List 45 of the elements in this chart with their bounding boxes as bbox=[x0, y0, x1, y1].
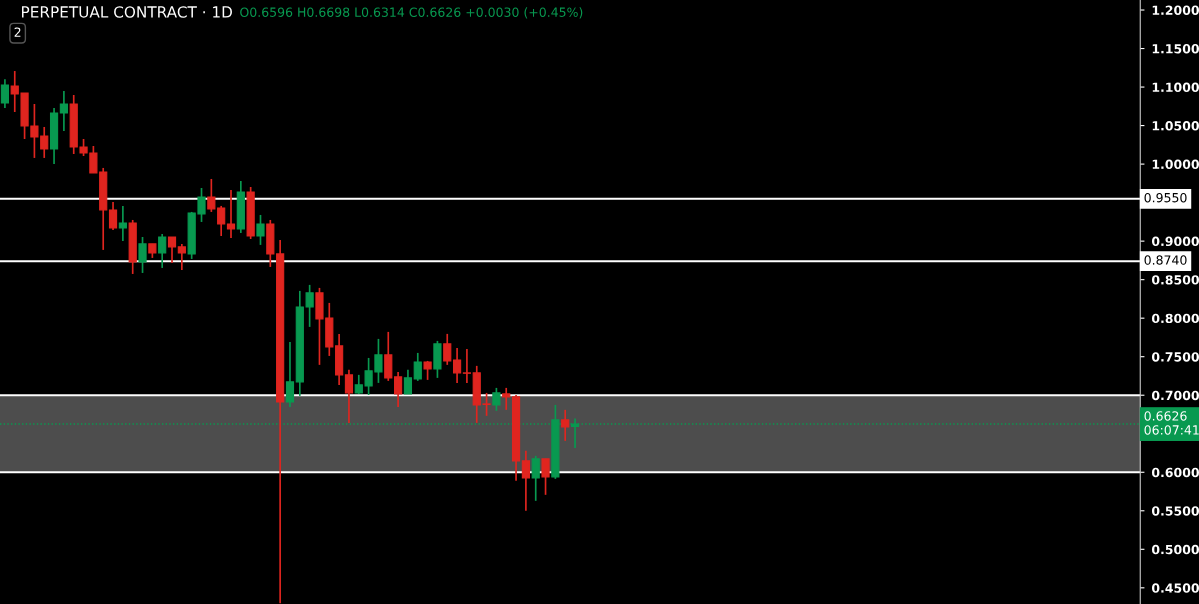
candlestick bbox=[394, 371, 403, 408]
candlestick bbox=[462, 348, 472, 384]
y-tick-label: 0.6000 bbox=[1151, 467, 1199, 478]
candlestick bbox=[384, 331, 393, 382]
candlestick bbox=[452, 347, 462, 384]
y-tick-label: 0.8500 bbox=[1151, 275, 1199, 285]
candlestick bbox=[226, 189, 236, 239]
candlestick bbox=[541, 458, 550, 496]
ref-line-label: 0.6626 06:07:41 bbox=[1144, 411, 1199, 435]
y-tick-label: 0.5000 bbox=[1151, 544, 1199, 555]
candlestick bbox=[256, 214, 265, 246]
y-tick-label: 0.8000 bbox=[1151, 313, 1199, 324]
candlestick bbox=[167, 236, 177, 264]
ref-line-label: 0.8740 bbox=[1144, 255, 1187, 265]
text: O0.6596 H0.6698 L0.6314 C0.6626 +0.0030 (+0.45%) bbox=[240, 7, 583, 19]
candlestick bbox=[118, 205, 127, 242]
candlestick bbox=[177, 243, 186, 271]
candlestick bbox=[108, 201, 118, 231]
candlestick bbox=[0, 78, 10, 109]
y-tick-label: 0.4500 bbox=[1151, 583, 1199, 593]
chart-title: PERPETUAL CONTRACT · 1D bbox=[22, 6, 232, 18]
candlestick bbox=[502, 387, 511, 411]
y-tick-label: 0.7000 bbox=[1151, 390, 1199, 401]
y-tick-label: 1.1500 bbox=[1152, 44, 1199, 54]
y-tick-label: 0.7500 bbox=[1151, 352, 1199, 362]
y-tick-label: 0.5500 bbox=[1151, 506, 1199, 516]
y-tick-label: 0.9000 bbox=[1151, 236, 1199, 247]
candlestick bbox=[158, 233, 167, 269]
y-tick-label: 1.1000 bbox=[1152, 82, 1199, 92]
candlestick bbox=[138, 236, 147, 274]
y-tick-label: 1.0500 bbox=[1152, 121, 1199, 131]
y-tick-label: 1.0000 bbox=[1152, 159, 1199, 170]
candlestick bbox=[344, 369, 354, 424]
annotation: 2 bbox=[14, 27, 21, 37]
candlestick bbox=[443, 333, 452, 366]
candlestick bbox=[413, 352, 422, 382]
candlestick bbox=[492, 387, 501, 412]
candlestick bbox=[531, 455, 540, 502]
candlestick bbox=[59, 90, 68, 132]
candlestick bbox=[285, 341, 295, 408]
candlestick bbox=[561, 409, 570, 442]
candlestick bbox=[403, 369, 413, 395]
ref-line-label: 0.9550 bbox=[1144, 192, 1187, 203]
y-tick-label: 1.2000 bbox=[1152, 5, 1199, 15]
candlestick bbox=[521, 450, 530, 512]
